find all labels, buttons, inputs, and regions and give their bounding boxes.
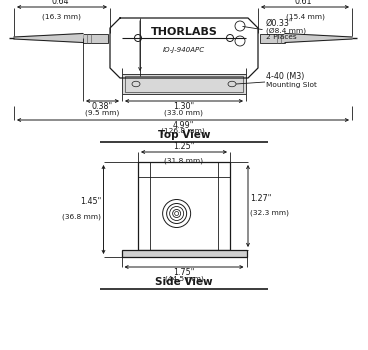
Polygon shape bbox=[110, 18, 258, 78]
Text: 1.25": 1.25" bbox=[173, 142, 195, 151]
Text: (32.3 mm): (32.3 mm) bbox=[250, 210, 289, 217]
Text: (31.8 mm): (31.8 mm) bbox=[164, 158, 204, 164]
Bar bbox=[83, 34, 108, 42]
Text: Top View: Top View bbox=[158, 130, 210, 140]
Text: 0.38": 0.38" bbox=[92, 102, 113, 111]
Text: Side View: Side View bbox=[155, 277, 213, 287]
Text: IO-J-940APC: IO-J-940APC bbox=[163, 47, 205, 53]
Text: Mounting Slot: Mounting Slot bbox=[266, 82, 317, 88]
Polygon shape bbox=[285, 34, 352, 42]
Text: Ø0.33": Ø0.33" bbox=[266, 19, 294, 28]
Text: 2 Places: 2 Places bbox=[266, 34, 297, 40]
Text: (16.3 mm): (16.3 mm) bbox=[42, 13, 81, 20]
Text: 4-40 (M3): 4-40 (M3) bbox=[266, 72, 304, 81]
Bar bbox=[121, 250, 247, 257]
Bar bbox=[122, 74, 246, 94]
Text: (15.4 mm): (15.4 mm) bbox=[286, 13, 325, 20]
Polygon shape bbox=[14, 34, 83, 42]
Bar bbox=[125, 76, 243, 92]
Text: 1.45": 1.45" bbox=[80, 197, 102, 206]
Text: (9.5 mm): (9.5 mm) bbox=[85, 109, 120, 116]
Text: 1.27": 1.27" bbox=[250, 194, 271, 203]
Text: 1.30": 1.30" bbox=[173, 102, 195, 111]
Text: 4.99": 4.99" bbox=[172, 121, 194, 130]
Bar bbox=[260, 34, 285, 42]
Text: (Ø8.4 mm): (Ø8.4 mm) bbox=[266, 27, 306, 34]
Text: (126.8 mm): (126.8 mm) bbox=[161, 128, 205, 134]
Text: 1.75": 1.75" bbox=[173, 268, 195, 277]
Text: (36.8 mm): (36.8 mm) bbox=[63, 214, 102, 220]
Text: THORLABS: THORLABS bbox=[151, 27, 217, 37]
Text: 0.64": 0.64" bbox=[52, 0, 72, 6]
Text: 0.61": 0.61" bbox=[294, 0, 316, 6]
Text: (44.5 mm): (44.5 mm) bbox=[164, 275, 204, 281]
Text: (33.0 mm): (33.0 mm) bbox=[164, 109, 204, 116]
Bar bbox=[138, 162, 230, 250]
